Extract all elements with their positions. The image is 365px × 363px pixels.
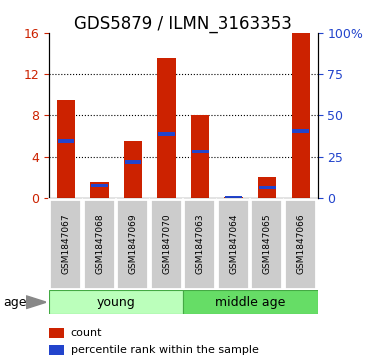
Bar xyxy=(183,290,318,314)
Bar xyxy=(183,199,215,289)
Text: percentile rank within the sample: percentile rank within the sample xyxy=(71,345,259,355)
Bar xyxy=(225,196,242,199)
Bar xyxy=(258,177,276,198)
Bar xyxy=(58,139,74,143)
Bar xyxy=(292,129,309,132)
Text: GSM1847067: GSM1847067 xyxy=(62,214,70,274)
Text: GSM1847065: GSM1847065 xyxy=(263,214,272,274)
Bar xyxy=(157,58,176,198)
Text: young: young xyxy=(97,296,136,309)
Text: GSM1847069: GSM1847069 xyxy=(128,214,138,274)
Text: GSM1847068: GSM1847068 xyxy=(95,214,104,274)
Polygon shape xyxy=(26,296,46,309)
Bar xyxy=(91,182,109,198)
Bar xyxy=(224,197,243,198)
Bar xyxy=(158,132,175,136)
Bar xyxy=(49,345,64,355)
Bar xyxy=(191,115,210,198)
Bar xyxy=(250,199,283,289)
Bar xyxy=(91,184,108,187)
Text: count: count xyxy=(71,327,102,338)
Text: GSM1847064: GSM1847064 xyxy=(229,214,238,274)
Bar xyxy=(83,199,115,289)
Text: GSM1847070: GSM1847070 xyxy=(162,214,171,274)
Bar xyxy=(284,199,316,289)
Bar xyxy=(125,160,142,163)
Bar xyxy=(49,290,183,314)
Bar xyxy=(124,141,142,198)
Text: GDS5879 / ILMN_3163353: GDS5879 / ILMN_3163353 xyxy=(74,15,291,33)
Text: age: age xyxy=(4,296,27,309)
Bar xyxy=(217,199,249,289)
Text: middle age: middle age xyxy=(215,296,286,309)
Bar xyxy=(49,199,81,289)
Bar xyxy=(150,199,182,289)
Bar xyxy=(192,150,208,153)
Bar xyxy=(292,33,310,198)
Bar xyxy=(259,186,276,189)
Bar xyxy=(49,327,64,338)
Bar xyxy=(116,199,148,289)
Text: GSM1847066: GSM1847066 xyxy=(296,214,305,274)
Bar xyxy=(57,100,75,198)
Text: GSM1847063: GSM1847063 xyxy=(196,214,205,274)
